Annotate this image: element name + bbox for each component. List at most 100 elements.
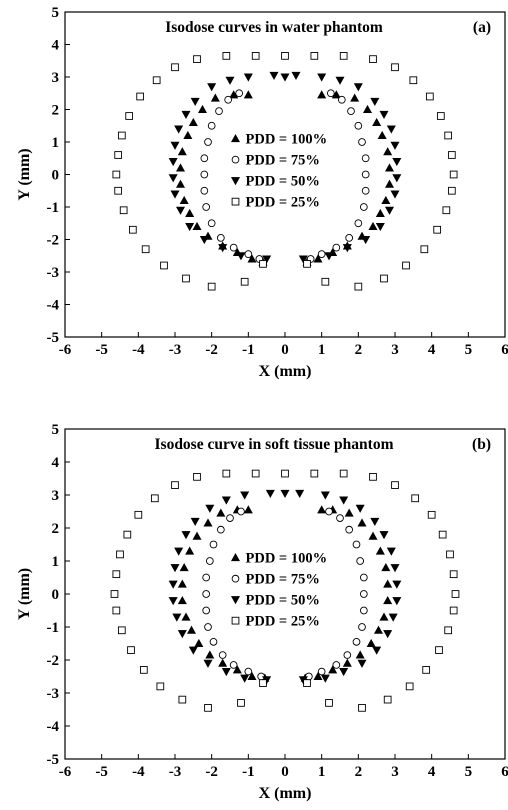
- data-point: [202, 573, 211, 582]
- data-point: [354, 219, 363, 228]
- data-point: [128, 225, 137, 234]
- data-point: [177, 595, 187, 605]
- data-point: [235, 89, 244, 98]
- data-point: [303, 260, 311, 268]
- data-point: [303, 679, 311, 687]
- legend-marker: [231, 197, 240, 206]
- data-point: [186, 625, 197, 634]
- data-point: [336, 514, 344, 522]
- chart-title: Isodose curves in water phantom: [165, 19, 383, 36]
- data-point: [205, 504, 215, 513]
- data-point: [339, 496, 349, 505]
- data-point: [207, 121, 216, 130]
- data-point: [383, 147, 393, 156]
- x-tick-label: 2: [355, 764, 363, 780]
- y-tick-label: 3: [52, 70, 60, 86]
- y-tick-label: -5: [47, 330, 60, 346]
- data-point: [280, 489, 290, 498]
- data-point: [383, 630, 393, 639]
- y-tick-label: -1: [47, 200, 60, 216]
- data-point: [218, 651, 227, 659]
- data-point: [358, 623, 366, 631]
- x-tick-label: 1: [318, 342, 326, 358]
- data-point: [202, 606, 211, 615]
- x-tick-label: 0: [281, 342, 289, 358]
- data-point: [221, 668, 231, 677]
- data-point: [265, 489, 275, 498]
- data-point: [354, 121, 363, 130]
- data-point: [391, 63, 399, 72]
- data-point: [181, 110, 191, 119]
- data-point: [324, 252, 334, 261]
- data-point: [368, 531, 378, 540]
- x-tick-label: -5: [95, 764, 108, 780]
- data-point: [380, 274, 388, 283]
- data-point: [207, 219, 216, 228]
- data-point: [362, 104, 373, 113]
- x-tick-label: 3: [391, 342, 399, 358]
- data-point: [240, 277, 249, 286]
- data-point: [368, 221, 378, 230]
- series-triangle-down: [168, 71, 402, 264]
- y-axis-label: Y (mm): [16, 568, 33, 620]
- data-point: [384, 206, 395, 215]
- data-point: [405, 682, 414, 691]
- data-point: [392, 597, 402, 606]
- x-axis-label: X (mm): [259, 785, 312, 802]
- data-point: [221, 496, 231, 505]
- data-point: [317, 505, 327, 514]
- data-point: [386, 125, 396, 134]
- data-point: [379, 531, 389, 540]
- data-point: [369, 472, 377, 481]
- y-tick-label: -1: [47, 620, 60, 636]
- data-point: [317, 73, 327, 82]
- data-point: [345, 525, 354, 534]
- data-point: [190, 97, 200, 106]
- data-point: [251, 469, 260, 478]
- data-point: [224, 95, 233, 104]
- data-point: [193, 472, 201, 481]
- data-point: [175, 179, 186, 188]
- y-tick-label: 3: [52, 488, 60, 504]
- data-point: [117, 131, 126, 140]
- data-point: [361, 170, 370, 179]
- y-tick-label: -2: [47, 233, 60, 249]
- data-point: [339, 668, 349, 677]
- data-point: [237, 507, 245, 516]
- x-tick-label: -3: [169, 764, 182, 780]
- data-point: [375, 208, 385, 217]
- data-point: [372, 117, 382, 126]
- data-point: [357, 659, 367, 668]
- data-point: [357, 518, 367, 527]
- data-point: [339, 469, 348, 478]
- data-point: [328, 665, 338, 674]
- y-tick-label: 5: [52, 422, 60, 438]
- data-point: [383, 695, 392, 704]
- x-tick-label: 5: [465, 764, 473, 780]
- data-point: [269, 71, 279, 80]
- legend-label: PDD = 25%: [246, 195, 320, 211]
- data-point: [435, 646, 443, 654]
- data-point: [355, 650, 365, 659]
- data-point: [379, 110, 389, 119]
- data-point: [411, 494, 420, 503]
- data-point: [174, 547, 184, 556]
- data-point: [332, 661, 341, 669]
- data-point: [192, 531, 202, 540]
- data-point: [383, 579, 393, 588]
- data-point: [343, 651, 352, 659]
- data-point: [168, 580, 178, 589]
- data-point: [226, 514, 234, 522]
- y-axis-label: Y (mm): [16, 148, 33, 200]
- data-point: [317, 250, 326, 258]
- data-point: [112, 570, 121, 579]
- data-point: [178, 695, 187, 704]
- data-point: [119, 206, 128, 215]
- data-point: [141, 245, 150, 254]
- data-point: [218, 244, 228, 253]
- data-point: [379, 612, 389, 621]
- data-point: [310, 469, 319, 478]
- data-point: [185, 223, 195, 232]
- data-point: [197, 104, 208, 113]
- data-point: [168, 174, 178, 183]
